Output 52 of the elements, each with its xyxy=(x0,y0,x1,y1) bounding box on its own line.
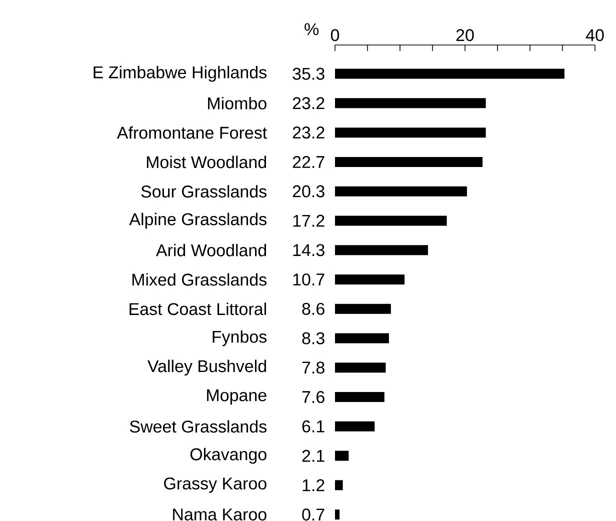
y-tick-label: Miombo xyxy=(208,96,266,110)
y-tick-label: Mopane xyxy=(207,389,266,405)
x-axis-title: % xyxy=(304,23,319,36)
data-label: 35.3 xyxy=(292,68,324,80)
data-label: 23.2 xyxy=(292,126,324,139)
y-tick-label: East Coast Littoral xyxy=(130,302,266,316)
bar xyxy=(335,156,483,167)
bar xyxy=(335,333,389,344)
bar xyxy=(335,362,386,373)
data-label: 6.1 xyxy=(302,420,324,432)
bar xyxy=(335,68,564,79)
bar xyxy=(335,304,391,314)
bar xyxy=(335,480,343,490)
x-tick-label: 20 xyxy=(456,29,474,42)
bar xyxy=(335,510,340,520)
y-tick-label: Alpine Grasslands xyxy=(129,212,266,229)
data-label: 22.7 xyxy=(292,156,324,168)
data-label: 7.8 xyxy=(302,362,324,374)
y-tick-label: Grassy Karoo xyxy=(164,477,266,493)
y-tick-label: Fynbos xyxy=(212,330,267,346)
y-tick-label: Mixed Grasslands xyxy=(132,273,266,286)
y-tick-label: Sour Grasslands xyxy=(141,185,266,198)
y-tick-label: Sweet Grasslands xyxy=(130,420,266,433)
bar xyxy=(335,216,447,226)
y-tick-label: Okavango xyxy=(190,448,266,464)
data-label: 0.7 xyxy=(302,508,324,521)
bar xyxy=(335,186,467,196)
data-label: 8.6 xyxy=(302,302,324,315)
x-tick-label: 0 xyxy=(330,29,340,42)
y-tick-label: Moist Woodland xyxy=(146,156,266,168)
y-tick-label: Nama Karoo xyxy=(173,508,266,520)
y-tick-label: Arid Woodland xyxy=(156,244,266,256)
bar xyxy=(335,392,384,402)
bar xyxy=(335,128,486,138)
data-label: 1.2 xyxy=(302,479,324,492)
y-tick-label: E Zimbabwe Highlands xyxy=(94,66,266,82)
data-label: 10.7 xyxy=(293,273,324,286)
data-label: 23.2 xyxy=(292,97,324,110)
bar xyxy=(335,245,428,256)
bar xyxy=(335,98,486,108)
data-label: 7.6 xyxy=(302,390,324,404)
data-label: 8.3 xyxy=(302,332,324,344)
y-tick-label: Afromontane Forest xyxy=(116,126,267,139)
bar xyxy=(335,421,375,432)
x-tick-label: 40 xyxy=(586,29,604,42)
data-label: 17.2 xyxy=(293,214,324,227)
data-label: 2.1 xyxy=(302,450,324,462)
y-tick-label: Valley Bushveld xyxy=(148,360,266,376)
bar xyxy=(335,274,405,284)
data-label: 14.3 xyxy=(293,244,324,256)
data-label: 20.3 xyxy=(292,185,324,198)
bar xyxy=(335,450,349,461)
